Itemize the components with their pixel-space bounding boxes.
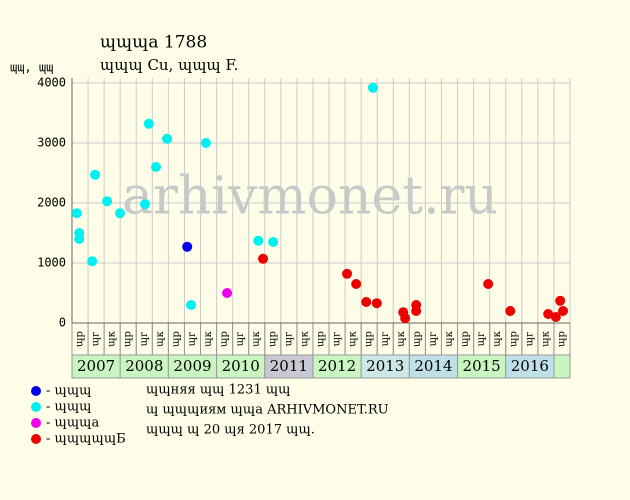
column-label: ɰг [187, 332, 198, 347]
point [186, 300, 197, 310]
footer-note: ɰɰɰ ɰ 20 ɰя 2017 ɰɰ. [146, 423, 315, 438]
point [543, 309, 554, 319]
column-label: ɰг [283, 332, 294, 347]
point [558, 306, 569, 316]
column-label: ɰр [75, 331, 86, 347]
year-label: 2014 [414, 357, 452, 375]
column-label: ɰр [267, 331, 278, 347]
point [143, 118, 154, 129]
footer-note: ɰ ɰɰɰиям ɰɰa ARHIVMONET.RU [146, 403, 389, 418]
legend-marker [31, 402, 41, 412]
point [367, 82, 378, 93]
year-cell [505, 354, 555, 379]
y-tick-label: 1000 [37, 256, 66, 270]
year-label: 2011 [270, 357, 308, 375]
column-label: ɰр [460, 331, 471, 347]
point [74, 234, 85, 244]
legend-marker [31, 418, 41, 428]
point [200, 138, 211, 148]
year-label: 2010 [222, 357, 260, 375]
point [222, 288, 233, 298]
point [400, 313, 411, 324]
year-label: 2015 [463, 357, 501, 375]
legend-label: - ɰɰɰ [46, 400, 92, 415]
column-label: ɰг [380, 332, 391, 347]
column-label: ɰр [556, 331, 567, 347]
column-label: ɰр [412, 331, 423, 347]
point [411, 306, 422, 316]
year-label: 2008 [125, 357, 163, 375]
column-label: ɰг [139, 332, 150, 347]
year-label: 2007 [77, 357, 115, 375]
point [342, 268, 353, 279]
column-label: ɰк [396, 330, 407, 346]
column-label: ɰк [155, 330, 166, 346]
column-label: ɰр [219, 331, 230, 347]
y-tick-label: 3000 [37, 136, 66, 150]
point [351, 279, 362, 289]
y-tick-label: 2000 [37, 196, 66, 210]
point [151, 162, 161, 172]
point [268, 237, 279, 247]
y-tick-label: 0 [59, 316, 66, 330]
column-label: ɰк [299, 330, 310, 346]
legend-marker [31, 434, 41, 444]
point [87, 256, 98, 267]
y-axis-label: ɰɰ, ɰɰ [10, 61, 53, 75]
chart-title: ɰɰɰa 1788 [100, 33, 207, 53]
year-label: 2012 [318, 357, 356, 375]
column-label: ɰг [476, 332, 487, 347]
year-label: 2013 [366, 357, 404, 375]
column-label: ɰр [364, 331, 375, 347]
column-label: ɰг [428, 332, 439, 347]
point [253, 235, 264, 246]
column-label: ɰк [348, 330, 359, 346]
point [550, 312, 561, 322]
footer-note: ɰɰняя ɰɰ 1231 ɰɰ [146, 383, 291, 398]
point [115, 208, 125, 219]
point [90, 169, 101, 180]
column-label: ɰк [540, 330, 551, 346]
point [555, 295, 566, 306]
column-label: ɰр [171, 331, 182, 347]
column-label: ɰк [107, 330, 118, 346]
column-label: ɰк [492, 330, 503, 346]
column-label: ɰр [316, 331, 327, 347]
point [182, 241, 193, 252]
column-label: ɰк [444, 330, 455, 346]
legend-label: - ɰɰɰa [46, 416, 100, 431]
chart-subtitle: ɰɰɰ Cu, ɰɰɰ F. [100, 56, 238, 74]
point [71, 208, 82, 219]
point [162, 133, 173, 144]
column-label: ɰк [251, 330, 262, 346]
column-label: ɰг [524, 332, 535, 347]
legend-label: - ɰɰɰɰɰБ [46, 432, 126, 447]
column-label: ɰр [508, 331, 519, 347]
y-tick-label: 4000 [37, 76, 66, 90]
point [258, 253, 269, 264]
point [102, 196, 113, 207]
point [505, 306, 516, 316]
column-label: ɰг [235, 332, 246, 347]
legend-label: - ɰɰɰ [46, 384, 92, 399]
point [371, 298, 382, 309]
point [483, 279, 494, 289]
point [361, 297, 372, 307]
point [139, 199, 150, 210]
year-label: 2016 [511, 357, 549, 375]
column-label: ɰк [203, 330, 214, 346]
legend-marker [31, 386, 41, 396]
column-label: ɰр [123, 331, 134, 347]
column-label: ɰг [91, 332, 102, 347]
column-label: ɰг [332, 332, 343, 347]
year-label: 2009 [173, 357, 211, 375]
